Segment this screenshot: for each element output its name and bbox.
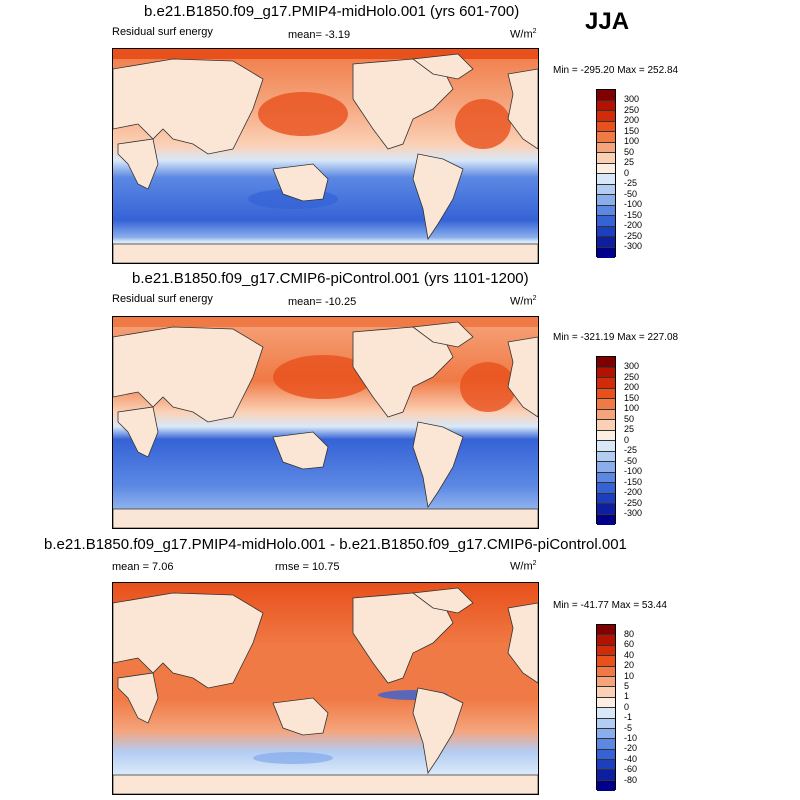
eurasia-west bbox=[113, 592, 264, 689]
colorbar-tick: -200 bbox=[624, 487, 643, 497]
map-plot bbox=[113, 583, 538, 794]
mean-label: mean= -10.25 bbox=[288, 296, 357, 308]
season-label: JJA bbox=[585, 8, 630, 35]
south-america bbox=[412, 421, 464, 509]
europe-africa-east bbox=[507, 68, 538, 150]
colorbar-tick: 250 bbox=[624, 104, 640, 115]
colorbar-tick: -60 bbox=[624, 764, 638, 775]
colorbar-tick: 40 bbox=[624, 649, 635, 660]
global-map bbox=[112, 582, 539, 795]
europe-africa-east bbox=[507, 602, 538, 684]
arctic-band bbox=[113, 49, 538, 59]
north-pacific-high bbox=[273, 355, 373, 399]
min-max-label: Min = -321.19 Max = 227.08 bbox=[553, 332, 679, 343]
continents bbox=[113, 587, 538, 794]
colorbar-tick: -250 bbox=[624, 230, 643, 241]
greenland-west bbox=[411, 587, 474, 614]
colorbar-tick: -25 bbox=[624, 445, 638, 455]
australia bbox=[272, 163, 329, 202]
global-map bbox=[112, 316, 539, 529]
colorbar-tick: -300 bbox=[624, 241, 643, 251]
colorbar-tick: -100 bbox=[624, 466, 643, 476]
colorbar-tick: 50 bbox=[624, 413, 635, 424]
min-max-label: Min = -41.77 Max = 53.44 bbox=[553, 600, 667, 611]
europe-africa-east bbox=[507, 336, 538, 418]
panel-title: b.e21.B1850.f09_g17.PMIP4-midHolo.001 - … bbox=[44, 536, 627, 553]
colorbar-tick: 300 bbox=[624, 361, 640, 371]
variable-label: Residual surf energy bbox=[112, 26, 213, 38]
colorbar-tick: 10 bbox=[624, 670, 635, 681]
north-atlantic-high bbox=[455, 99, 511, 149]
colorbar-tick: 1 bbox=[624, 691, 630, 702]
north-pacific-high bbox=[258, 92, 348, 136]
colorbar-tick: -80 bbox=[624, 774, 638, 785]
colorbar-tick: 150 bbox=[624, 392, 640, 403]
colorbar-tick: -200 bbox=[624, 220, 643, 230]
continents bbox=[113, 321, 538, 528]
units-label: W/m2 bbox=[510, 295, 537, 308]
map-plot bbox=[113, 49, 538, 263]
colorbar-tick: -5 bbox=[624, 722, 633, 733]
antarctica bbox=[113, 243, 538, 263]
global-map bbox=[112, 48, 539, 264]
colorbar-tick: 300 bbox=[624, 94, 640, 104]
arctic-band bbox=[113, 317, 538, 327]
map-plot bbox=[113, 317, 538, 528]
min-max-label: Min = -295.20 Max = 252.84 bbox=[553, 65, 679, 76]
antarctica bbox=[113, 774, 538, 794]
africa-east bbox=[117, 138, 159, 190]
panel-title: b.e21.B1850.f09_g17.CMIP6-piControl.001 … bbox=[132, 270, 529, 287]
colorbar-tick: -50 bbox=[624, 188, 638, 199]
colorbar-tick: 20 bbox=[624, 660, 635, 671]
variable-label: Residual surf energy bbox=[112, 293, 213, 305]
south-america bbox=[412, 687, 464, 775]
units-label: W/m2 bbox=[510, 560, 537, 573]
south-america bbox=[412, 153, 464, 241]
continents bbox=[113, 53, 538, 263]
colorbar-tick: -40 bbox=[624, 753, 638, 764]
antarctica bbox=[113, 508, 538, 528]
colorbar-tick: 150 bbox=[624, 125, 640, 136]
eurasia-west bbox=[113, 326, 264, 423]
colorbar-tick: -150 bbox=[624, 209, 643, 220]
colorbar-tick: 200 bbox=[624, 115, 640, 125]
mean-label: mean = 7.06 bbox=[112, 561, 174, 573]
africa-east bbox=[117, 406, 159, 458]
colorbar-tick: 250 bbox=[624, 371, 640, 382]
colorbar-tick: 200 bbox=[624, 382, 640, 392]
colorbar-tick: 50 bbox=[624, 146, 635, 157]
colorbar-tick: 25 bbox=[624, 424, 635, 434]
colorbar-tick: -25 bbox=[624, 178, 638, 188]
australia bbox=[272, 431, 329, 470]
colorbar-tick: -10 bbox=[624, 733, 638, 743]
australia bbox=[272, 697, 329, 736]
colorbar-tick: 80 bbox=[624, 629, 635, 639]
panel-title: b.e21.B1850.f09_g17.PMIP4-midHolo.001 (y… bbox=[144, 3, 520, 20]
colorbar-tick: -300 bbox=[624, 508, 643, 518]
eurasia-west bbox=[113, 58, 264, 155]
greenland-west bbox=[411, 53, 474, 80]
colorbar-tick: -150 bbox=[624, 476, 643, 487]
rmse-label: rmse = 10.75 bbox=[275, 561, 340, 573]
colorbar-tick: -50 bbox=[624, 455, 638, 466]
colorbar-tick: -100 bbox=[624, 199, 643, 209]
colorbar-tick: 25 bbox=[624, 157, 635, 167]
colorbar-tick: 100 bbox=[624, 403, 640, 413]
mean-label: mean= -3.19 bbox=[288, 29, 351, 41]
southern-negative bbox=[253, 752, 333, 764]
colorbar-tick: 0 bbox=[624, 167, 630, 178]
colorbar-tick: 100 bbox=[624, 136, 640, 146]
colorbar-tick: -20 bbox=[624, 743, 638, 754]
greenland-west bbox=[411, 321, 474, 348]
units-label: W/m2 bbox=[510, 28, 537, 41]
colorbar-tick: -1 bbox=[624, 712, 633, 723]
colorbar-tick: 5 bbox=[624, 681, 630, 691]
colorbar-tick: -250 bbox=[624, 497, 643, 508]
africa-east bbox=[117, 672, 159, 724]
colorbar-tick: 0 bbox=[624, 701, 630, 712]
north-atlantic-high bbox=[460, 362, 516, 412]
colorbar-tick: 60 bbox=[624, 639, 635, 650]
colorbar-tick: 0 bbox=[624, 434, 630, 445]
